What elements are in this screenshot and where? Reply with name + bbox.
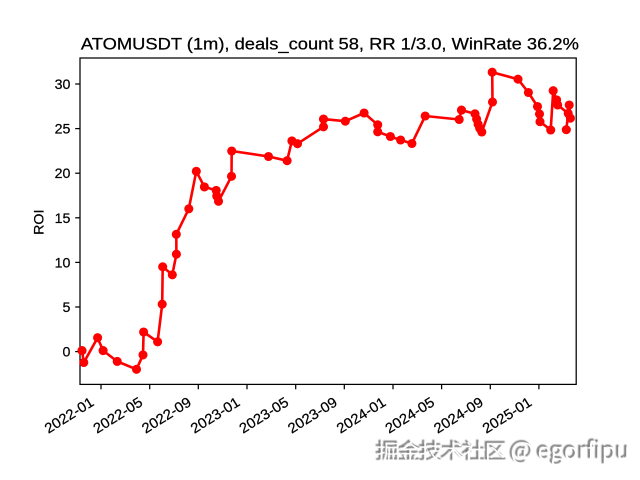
svg-text:ROI: ROI	[32, 210, 48, 235]
svg-text:15: 15	[55, 211, 71, 227]
svg-text:0: 0	[63, 345, 71, 361]
svg-text:10: 10	[55, 255, 71, 271]
svg-text:5: 5	[63, 300, 71, 316]
svg-text:30: 30	[55, 77, 71, 93]
svg-text:20: 20	[55, 166, 71, 182]
svg-text:ATOMUSDT (1m), deals_count 58,: ATOMUSDT (1m), deals_count 58, RR 1/3.0,…	[81, 34, 579, 53]
svg-text:25: 25	[55, 122, 71, 138]
